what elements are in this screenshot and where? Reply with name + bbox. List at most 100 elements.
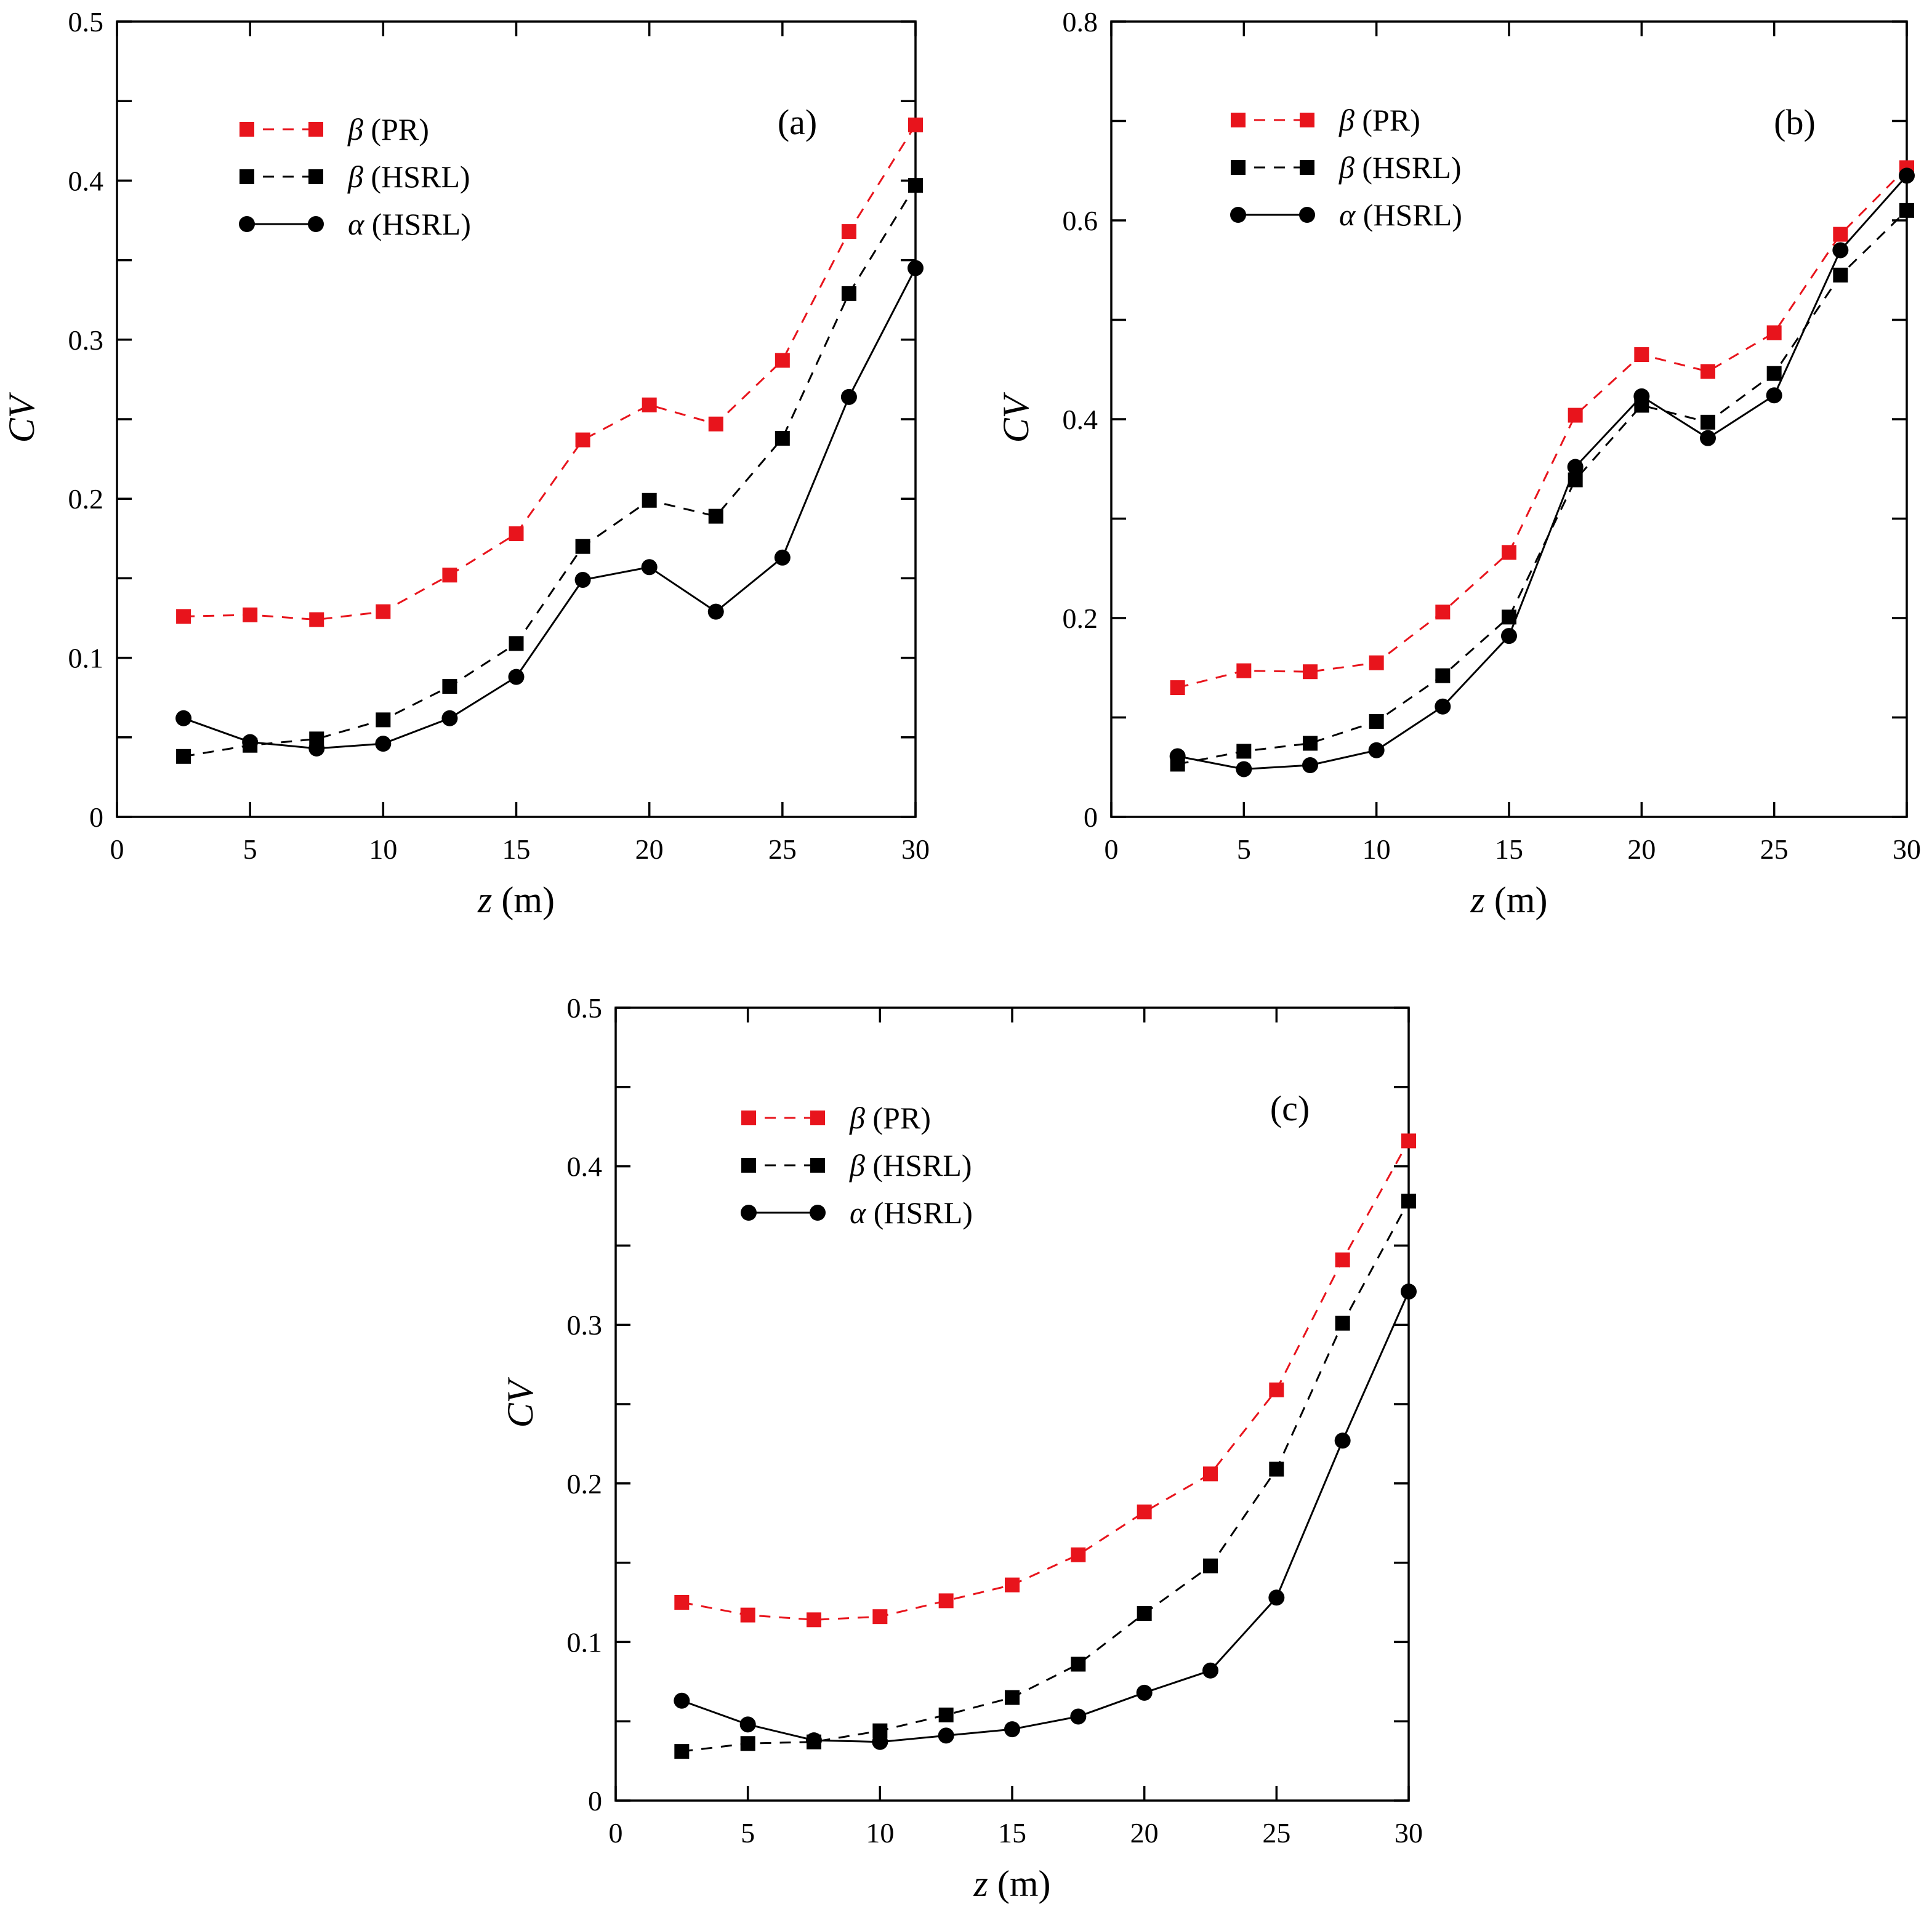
data-point bbox=[1568, 408, 1583, 423]
data-point bbox=[1899, 167, 1915, 184]
legend-label: α (HSRL) bbox=[1339, 198, 1462, 232]
data-point bbox=[908, 178, 923, 193]
data-point bbox=[938, 1707, 954, 1722]
y-tick-label: 0.2 bbox=[1063, 603, 1098, 634]
y-tick-label: 0.3 bbox=[567, 1309, 603, 1341]
data-point bbox=[376, 604, 391, 619]
y-tick-label: 0.8 bbox=[1063, 6, 1098, 38]
data-point bbox=[674, 1744, 690, 1759]
legend-suffix: (HSRL) bbox=[364, 207, 471, 241]
legend-entry: β (HSRL) bbox=[239, 159, 470, 194]
legend-symbol: β bbox=[1338, 150, 1354, 185]
legend-marker bbox=[239, 122, 254, 137]
series-α (HSRL) bbox=[175, 260, 924, 757]
data-point bbox=[1070, 1708, 1087, 1725]
y-tick-label: 0.1 bbox=[68, 643, 104, 674]
series-β (HSRL) bbox=[176, 178, 923, 764]
legend-label: β (PR) bbox=[347, 112, 429, 147]
series-line bbox=[682, 1140, 1410, 1621]
legend-suffix: (PR) bbox=[363, 112, 429, 147]
data-point bbox=[1401, 1194, 1416, 1209]
legend-symbol: β bbox=[1338, 103, 1354, 137]
data-point bbox=[740, 1736, 755, 1751]
panel-label: (a) bbox=[778, 102, 817, 142]
x-tick-label: 0 bbox=[1105, 833, 1119, 865]
x-axis-variable: z bbox=[1470, 880, 1485, 920]
data-point bbox=[1899, 203, 1914, 218]
panel-label: (b) bbox=[1774, 102, 1816, 142]
series-line bbox=[681, 1291, 1410, 1743]
data-point bbox=[1766, 325, 1782, 340]
y-tick-label: 0 bbox=[89, 801, 103, 833]
legend-marker bbox=[1300, 160, 1314, 175]
legend-marker bbox=[1300, 113, 1314, 127]
legend-entry: β (HSRL) bbox=[741, 1148, 972, 1183]
data-point bbox=[1766, 366, 1782, 381]
data-point bbox=[509, 526, 524, 542]
data-point bbox=[1435, 668, 1451, 683]
x-tick-label: 5 bbox=[1237, 833, 1251, 865]
y-tick-label: 0.2 bbox=[68, 483, 104, 515]
data-point bbox=[1236, 761, 1252, 777]
data-point bbox=[1303, 664, 1318, 680]
legend-label: β (HSRL) bbox=[1338, 150, 1462, 185]
y-tick-label: 0.4 bbox=[1063, 404, 1098, 435]
x-tick-label: 10 bbox=[369, 833, 397, 865]
data-point bbox=[1633, 388, 1650, 404]
data-point bbox=[575, 539, 590, 554]
data-point bbox=[642, 492, 657, 508]
x-tick-label: 15 bbox=[998, 1817, 1026, 1849]
y-tick-label: 0.2 bbox=[567, 1468, 603, 1500]
data-point bbox=[1236, 663, 1252, 678]
legend-marker bbox=[1231, 160, 1246, 175]
legend-entry: β (PR) bbox=[239, 112, 429, 147]
data-point bbox=[1269, 1382, 1284, 1397]
data-point bbox=[1136, 1684, 1153, 1701]
data-point bbox=[707, 603, 724, 620]
x-tick-label: 25 bbox=[1760, 833, 1789, 865]
data-point bbox=[575, 432, 590, 448]
x-tick-label: 25 bbox=[768, 833, 797, 865]
legend-marker bbox=[741, 1111, 756, 1125]
data-point bbox=[1501, 628, 1517, 645]
legend-symbol: α bbox=[348, 207, 365, 241]
chart-panel-c: 0 5 10 15 20 25 30 0 0.1 0.2 0.3 0.4 0.5 z (m) CV (c) β … bbox=[500, 992, 1423, 1904]
data-point bbox=[1268, 1589, 1285, 1606]
data-point bbox=[242, 734, 259, 750]
data-point bbox=[1766, 387, 1782, 404]
x-tick-label: 25 bbox=[1262, 1817, 1290, 1849]
data-point bbox=[674, 1595, 690, 1610]
y-axis-title: CV bbox=[996, 392, 1036, 443]
series-β (HSRL) bbox=[1170, 203, 1914, 772]
data-point bbox=[807, 1612, 821, 1628]
data-point bbox=[806, 1732, 822, 1749]
legend-label: α (HSRL) bbox=[348, 207, 471, 241]
x-axis-title: z (m) bbox=[1470, 880, 1548, 920]
data-point bbox=[243, 607, 258, 622]
x-tick-label: 5 bbox=[243, 833, 257, 865]
legend-suffix: (PR) bbox=[1354, 103, 1420, 137]
data-point bbox=[1502, 545, 1516, 560]
legend-suffix: (HSRL) bbox=[1354, 150, 1462, 185]
legend-suffix: (HSRL) bbox=[866, 1195, 973, 1230]
data-point bbox=[308, 740, 325, 757]
legend-symbol: β bbox=[347, 112, 363, 147]
legend-marker bbox=[308, 216, 324, 232]
legend-marker bbox=[1299, 207, 1315, 223]
series-β (PR) bbox=[176, 117, 923, 627]
series-line bbox=[183, 267, 917, 750]
x-tick-label: 10 bbox=[866, 1817, 894, 1849]
x-tick-label: 20 bbox=[1627, 833, 1656, 865]
data-point bbox=[708, 508, 723, 524]
data-point bbox=[1369, 713, 1384, 729]
legend-symbol: β bbox=[849, 1148, 865, 1183]
legend-marker bbox=[810, 1205, 826, 1221]
legend-label: β (HSRL) bbox=[347, 159, 470, 194]
y-tick-label: 0.5 bbox=[567, 992, 603, 1024]
data-point bbox=[1335, 1252, 1350, 1267]
legend-symbol: β bbox=[347, 159, 363, 194]
x-axis-variable: z bbox=[973, 1863, 988, 1904]
legend-marker bbox=[239, 216, 255, 232]
